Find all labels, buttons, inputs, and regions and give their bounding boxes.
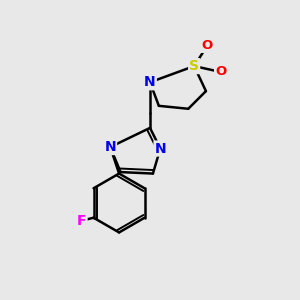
Text: N: N bbox=[104, 140, 116, 154]
Text: F: F bbox=[77, 214, 87, 228]
Text: S: S bbox=[189, 59, 199, 73]
Text: O: O bbox=[202, 39, 213, 52]
Text: O: O bbox=[215, 65, 226, 79]
Text: N: N bbox=[154, 142, 166, 155]
Text: N: N bbox=[144, 75, 156, 89]
